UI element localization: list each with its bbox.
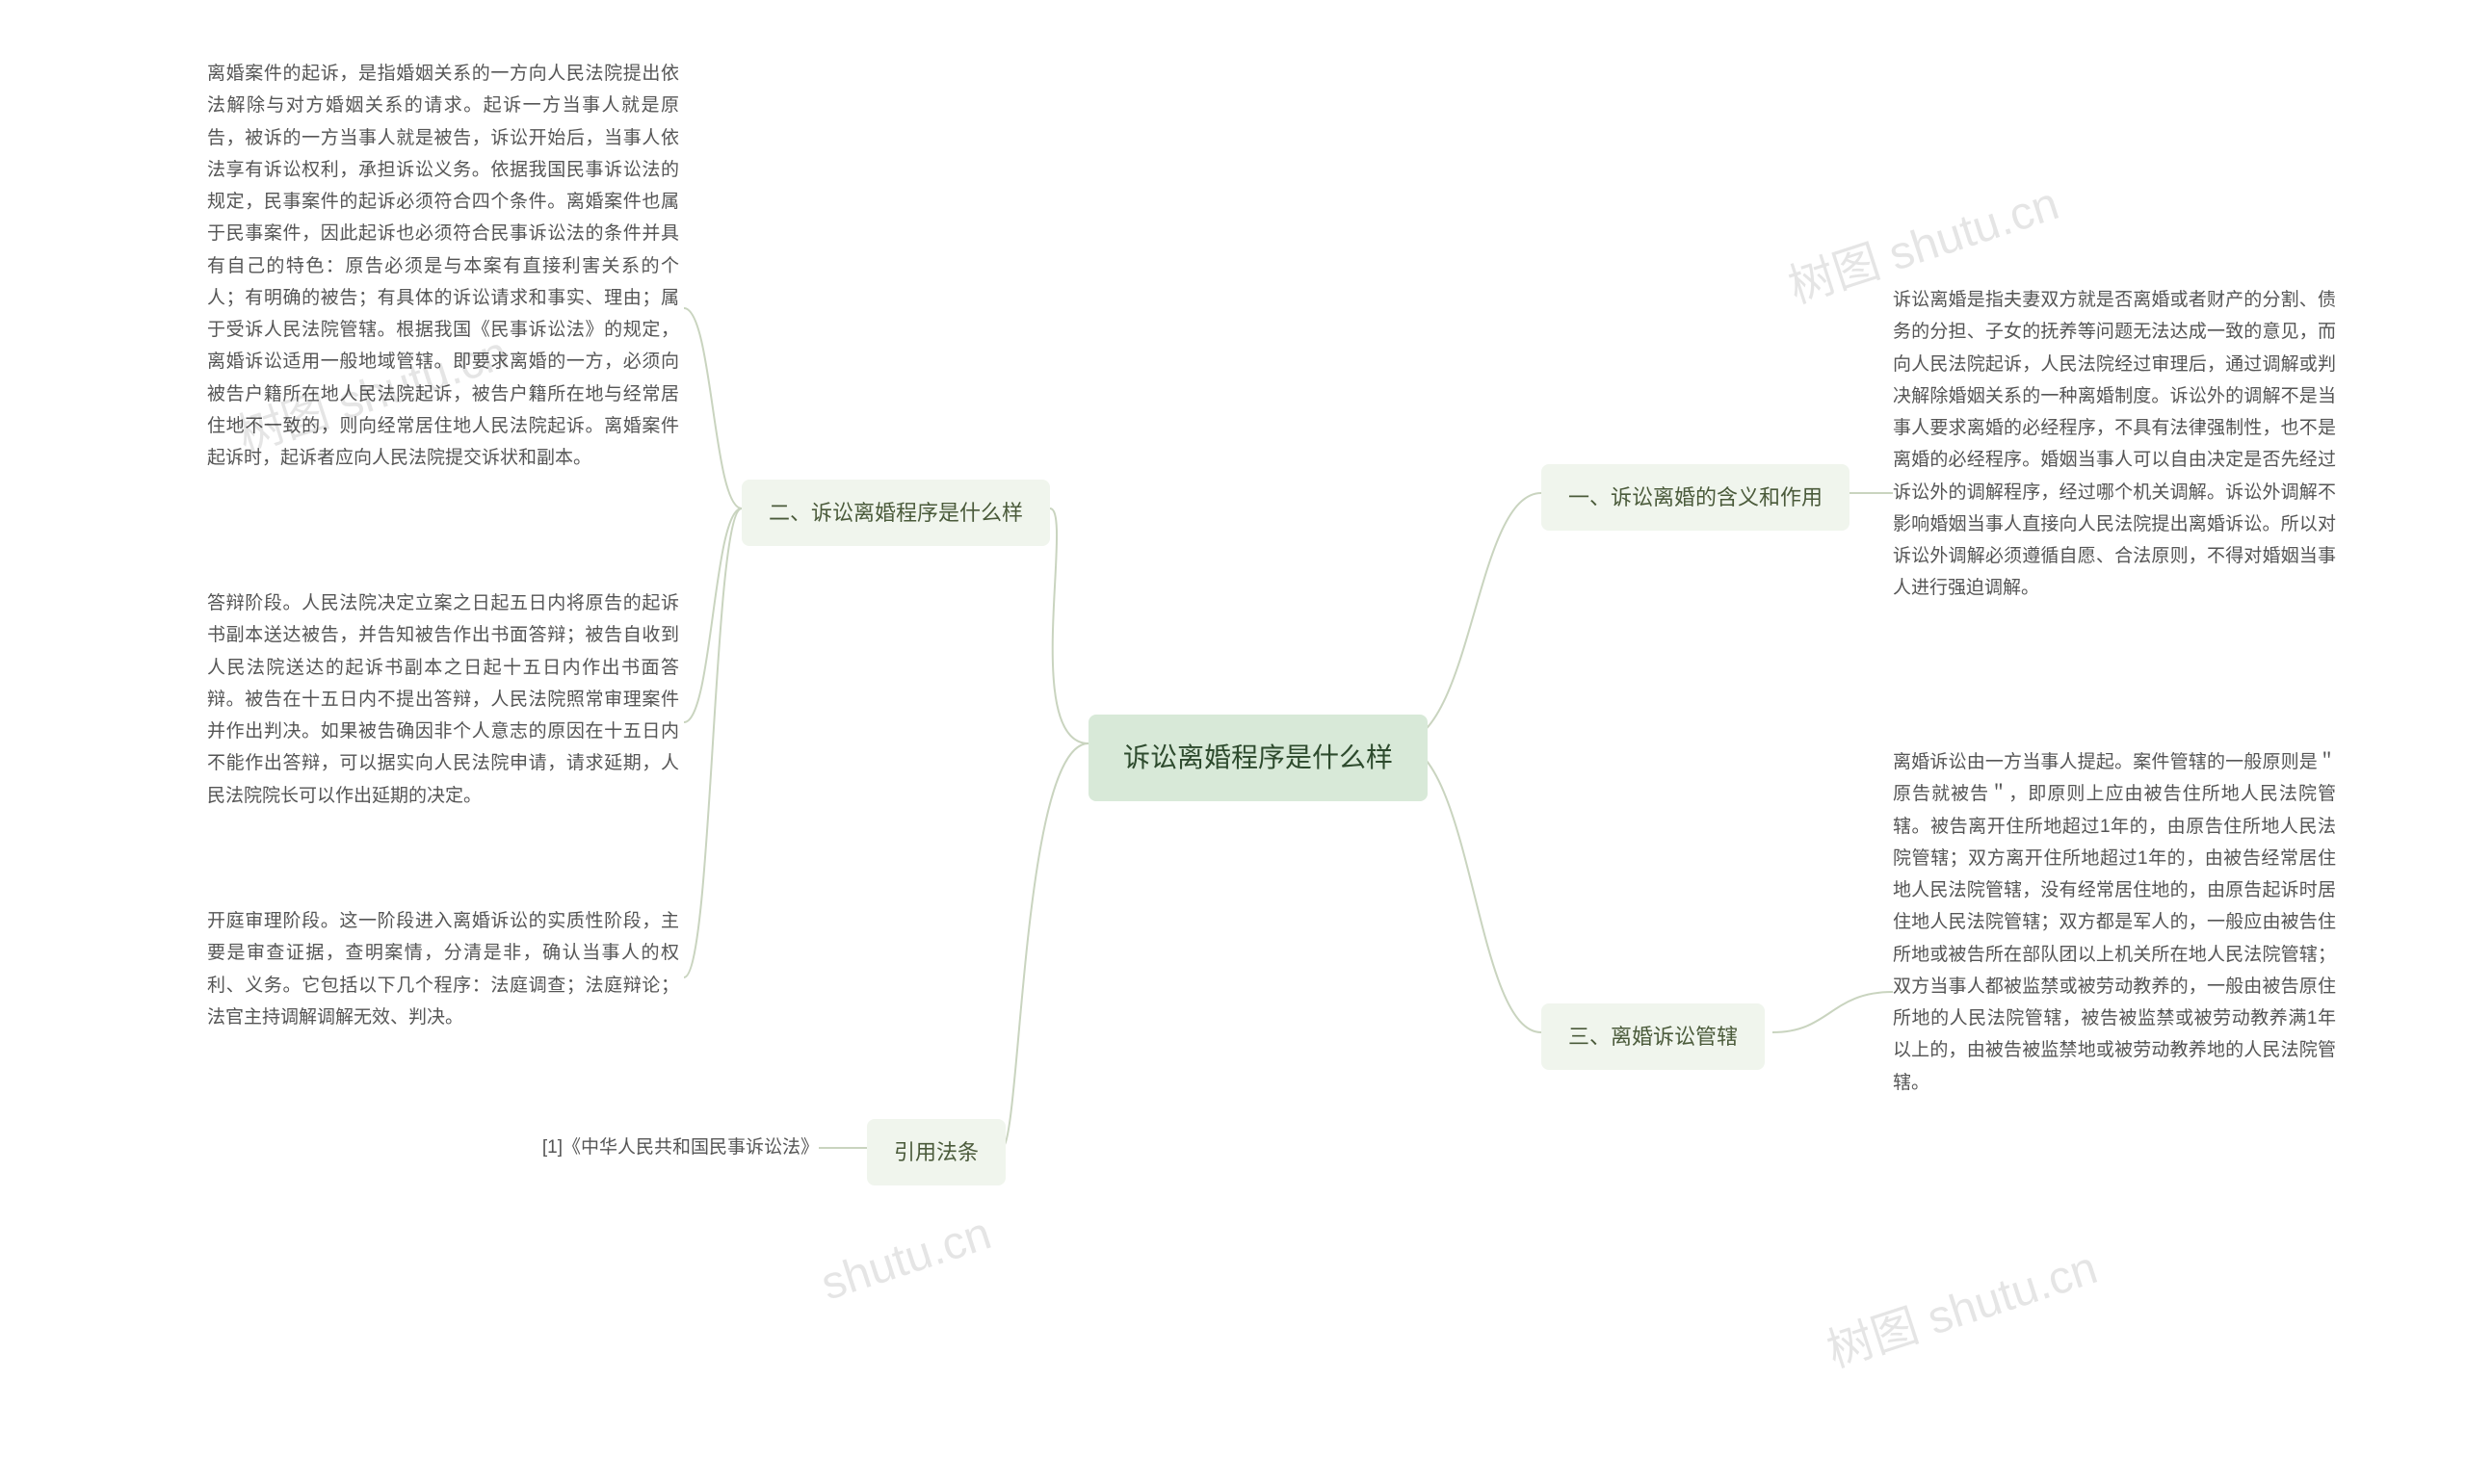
watermark-3-text: shutu.cn [815, 1208, 997, 1310]
center-topic-label: 诉讼离婚程序是什么样 [1123, 742, 1393, 772]
connector-r2-leaf [1772, 992, 1893, 1032]
connector-center-l1 [1050, 508, 1089, 743]
branch-l2-label: 引用法条 [894, 1140, 979, 1164]
branch-r2: 三、离婚诉讼管辖 [1541, 1003, 1765, 1070]
connector-l1-leaf1 [684, 308, 742, 508]
branch-r1: 一、诉讼离婚的含义和作用 [1541, 464, 1850, 531]
branch-l1-label: 二、诉讼离婚程序是什么样 [769, 501, 1023, 525]
branch-r1-label: 一、诉讼离婚的含义和作用 [1568, 485, 1823, 509]
leaf-l2-text: [1]《中华人民共和国民事诉讼法》 [542, 1137, 819, 1158]
leaf-l2: [1]《中华人民共和国民事诉讼法》 [433, 1132, 819, 1163]
leaf-r2: 离婚诉讼由一方当事人提起。案件管辖的一般原则是＂原告就被告＂，即原则上应由被告住… [1893, 746, 2336, 1099]
watermark-3: shutu.cn [815, 1207, 998, 1311]
watermark-4-text: 树图 shutu.cn [1822, 1242, 2104, 1377]
leaf-l1-2: 答辩阶段。人民法院决定立案之日起五日内将原告的起诉书副本送达被告，并告知被告作出… [207, 587, 679, 812]
branch-l2: 引用法条 [867, 1119, 1006, 1185]
leaf-l1-1-text: 离婚案件的起诉，是指婚姻关系的一方向人民法院提出依法解除与对方婚姻关系的请求。起… [207, 64, 679, 468]
connector-center-l2 [1002, 743, 1089, 1148]
leaf-r2-text: 离婚诉讼由一方当事人提起。案件管辖的一般原则是＂原告就被告＂，即原则上应由被告住… [1893, 752, 2336, 1093]
leaf-r1: 诉讼离婚是指夫妻双方就是否离婚或者财产的分割、债务的分担、子女的抚养等问题无法达… [1893, 284, 2336, 605]
leaf-l1-2-text: 答辩阶段。人民法院决定立案之日起五日内将原告的起诉书副本送达被告，并告知被告作出… [207, 593, 679, 806]
watermark-4: 树图 shutu.cn [1817, 1230, 2104, 1380]
branch-r2-label: 三、离婚诉讼管辖 [1568, 1025, 1738, 1049]
leaf-l1-1: 离婚案件的起诉，是指婚姻关系的一方向人民法院提出依法解除与对方婚姻关系的请求。起… [207, 58, 679, 474]
branch-l1: 二、诉讼离婚程序是什么样 [742, 480, 1050, 546]
connector-l1-leaf2 [684, 508, 742, 722]
leaf-l1-3-text: 开庭审理阶段。这一阶段进入离婚诉讼的实质性阶段，主要是审查证据，查明案情，分清是… [207, 911, 679, 1028]
connector-l1-leaf3 [684, 508, 742, 977]
leaf-l1-3: 开庭审理阶段。这一阶段进入离婚诉讼的实质性阶段，主要是审查证据，查明案情，分清是… [207, 905, 679, 1033]
leaf-r1-text: 诉讼离婚是指夫妻双方就是否离婚或者财产的分割、债务的分担、子女的抚养等问题无法达… [1893, 290, 2336, 598]
connector-center-r1 [1397, 493, 1541, 743]
center-topic: 诉讼离婚程序是什么样 [1089, 715, 1428, 801]
